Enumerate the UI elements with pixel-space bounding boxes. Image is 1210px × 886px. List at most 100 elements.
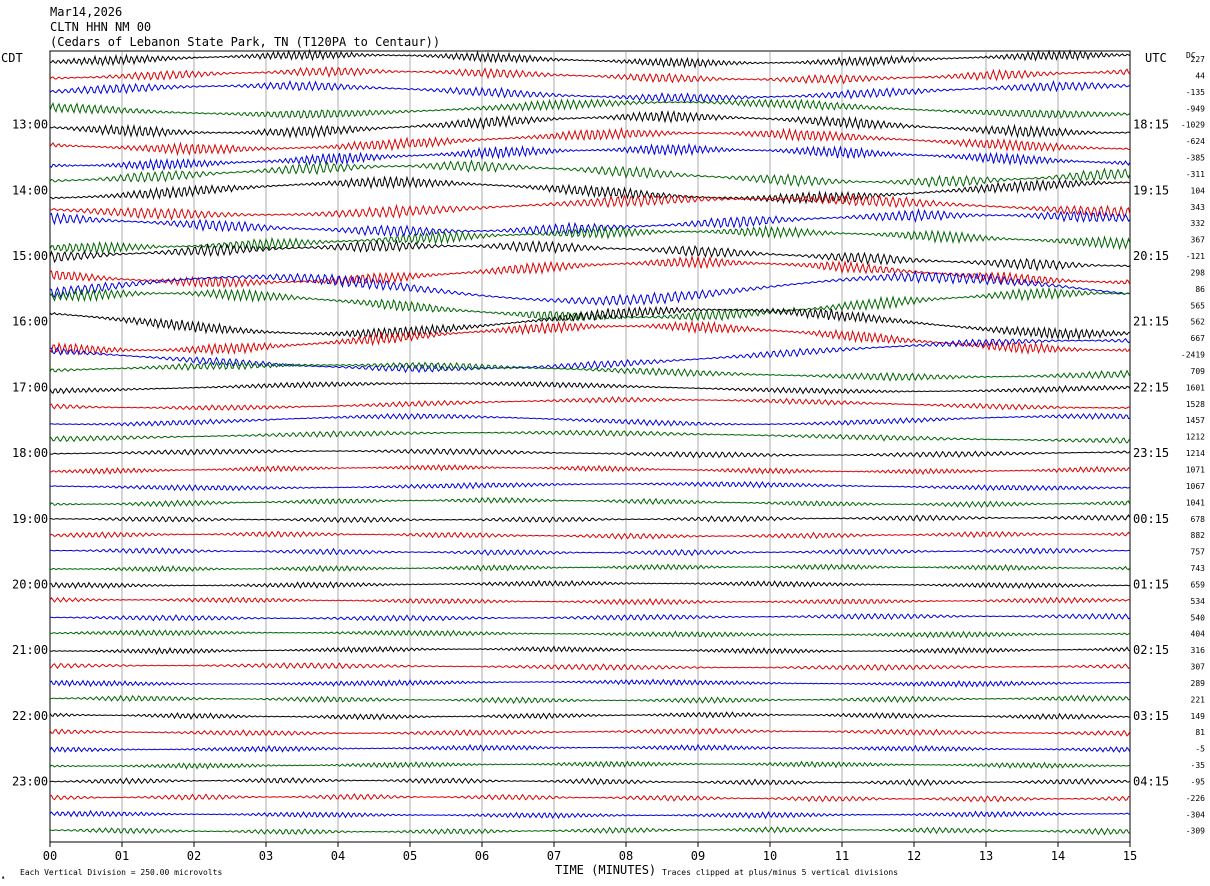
- clipping-note: Traces clipped at plus/minus 5 vertical …: [662, 868, 898, 877]
- dc-offset-value: 316: [1191, 646, 1206, 655]
- utc-hour-label: 19:15: [1133, 183, 1169, 197]
- dc-offset-value: 757: [1191, 548, 1206, 557]
- trace-row-45: [49, 793, 1131, 803]
- dc-offset-value: 149: [1191, 712, 1206, 721]
- dc-offset-value: -1029: [1181, 121, 1205, 130]
- x-tick-label: 00: [43, 849, 57, 863]
- x-tick-label: 06: [475, 849, 489, 863]
- x-tick-label: 09: [691, 849, 705, 863]
- cdt-hour-label: 21:00: [12, 643, 48, 657]
- trace-row-24: [49, 448, 1131, 459]
- dc-offset-value: 343: [1191, 203, 1206, 212]
- left-timezone-label: CDT: [1, 51, 23, 65]
- cdt-hour-label: 13:00: [12, 118, 48, 132]
- station-location: (Cedars of Lebanon State Park, TN (T120P…: [50, 35, 440, 49]
- trace-row-19: [49, 361, 1131, 382]
- x-tick-label: 12: [907, 849, 921, 863]
- dc-offset-value: -5: [1195, 745, 1205, 754]
- dc-offset-value: -2419: [1181, 351, 1205, 360]
- dc-offset-header: DC: [1186, 51, 1196, 60]
- dc-offset-value: 882: [1191, 531, 1206, 540]
- dc-offset-value: 1071: [1186, 466, 1205, 475]
- trace-row-0: [49, 48, 1131, 70]
- dc-offset-value: 1041: [1186, 498, 1205, 507]
- dc-offset-value: 289: [1191, 679, 1206, 688]
- dc-offset-value: 667: [1191, 334, 1206, 343]
- trace-row-25: [49, 463, 1131, 476]
- dc-offset-value: 367: [1191, 236, 1206, 245]
- scale-note-marker: ▴: [1, 873, 5, 881]
- dc-offset-value: 1528: [1186, 400, 1205, 409]
- dc-offset-value: 1601: [1186, 383, 1205, 392]
- trace-row-20: [49, 380, 1131, 395]
- utc-hour-label: 00:15: [1133, 512, 1169, 526]
- dc-offset-value: -949: [1186, 104, 1205, 113]
- trace-row-9: [50, 193, 1131, 221]
- dc-offset-value: -624: [1186, 137, 1205, 146]
- trace-row-14: [49, 270, 1131, 306]
- dc-offset-value: -385: [1186, 154, 1205, 163]
- trace-row-15: [49, 286, 1131, 322]
- cdt-hour-label: 15:00: [12, 249, 48, 263]
- trace-row-30: [49, 547, 1130, 557]
- dc-offset-value: -226: [1186, 794, 1205, 803]
- dc-offset-value: 81: [1195, 728, 1205, 737]
- dc-offset-value: 1214: [1186, 449, 1205, 458]
- trace-row-8: [49, 175, 1130, 205]
- dc-offset-value: 678: [1191, 515, 1206, 524]
- trace-row-23: [49, 429, 1131, 444]
- trace-row-11: [49, 224, 1131, 255]
- cdt-hour-label: 22:00: [12, 709, 48, 723]
- utc-hour-labels: 18:15 19:15 20:15 21:15 22:15 23:15 00:15 01:15…: [1133, 118, 1169, 789]
- x-tick-label: 13: [979, 849, 993, 863]
- trace-row-43: [49, 760, 1131, 770]
- dc-offset-value: -95: [1191, 777, 1206, 786]
- x-tick-label: 03: [259, 849, 273, 863]
- utc-hour-label: 03:15: [1133, 709, 1169, 723]
- x-tick-label: 14: [1051, 849, 1065, 863]
- trace-row-28: [49, 514, 1131, 524]
- right-timezone-label: UTC: [1145, 51, 1167, 65]
- utc-hour-label: 20:15: [1133, 249, 1169, 263]
- x-tick-label: 04: [331, 849, 345, 863]
- dc-offset-value: 227: [1191, 55, 1206, 64]
- dc-offset-value: 540: [1191, 613, 1206, 622]
- utc-hour-label: 22:15: [1133, 380, 1169, 394]
- trace-row-4: [49, 110, 1131, 139]
- x-tick-label: 11: [835, 849, 849, 863]
- dc-offset-value: 44: [1195, 71, 1205, 80]
- dc-offset-value: 104: [1191, 186, 1206, 195]
- x-tick-label: 01: [115, 849, 129, 863]
- cdt-hour-label: 20:00: [12, 577, 48, 591]
- x-axis-ticks: 00 01 02 03 04 05 06 07 08 09 10 11 12 13 14 15: [43, 842, 1137, 863]
- trace-row-27: [49, 496, 1131, 509]
- utc-hour-label: 23:15: [1133, 446, 1169, 460]
- record-date: Mar14,2026: [50, 5, 122, 19]
- cdt-hour-label: 23:00: [12, 774, 48, 788]
- dc-offset-value: -121: [1186, 252, 1205, 261]
- dc-offset-value: 659: [1191, 580, 1206, 589]
- trace-row-40: [49, 711, 1131, 721]
- trace-row-44: [49, 776, 1131, 786]
- x-tick-label: 02: [187, 849, 201, 863]
- trace-row-3: [49, 98, 1131, 119]
- cdt-hour-label: 16:00: [12, 315, 48, 329]
- trace-row-46: [49, 809, 1131, 820]
- trace-row-22: [49, 412, 1131, 427]
- trace-row-42: [49, 743, 1131, 753]
- dc-offset-value: -35: [1191, 761, 1206, 770]
- dc-offset-value: -309: [1186, 827, 1205, 836]
- dc-offset-value: 404: [1191, 630, 1206, 639]
- dc-offset-value: -311: [1186, 170, 1205, 179]
- dc-offset-value: 307: [1191, 663, 1206, 672]
- cdt-hour-label: 18:00: [12, 446, 48, 460]
- dc-offset-value: 1457: [1186, 416, 1205, 425]
- dc-offset-value: 1212: [1186, 433, 1205, 442]
- trace-row-36: [49, 645, 1131, 655]
- utc-hour-label: 04:15: [1133, 774, 1169, 788]
- station-code: CLTN HHN NM 00: [50, 20, 151, 34]
- utc-hour-label: 02:15: [1133, 643, 1169, 657]
- dc-offset-value: 709: [1191, 367, 1206, 376]
- trace-row-21: [49, 395, 1131, 411]
